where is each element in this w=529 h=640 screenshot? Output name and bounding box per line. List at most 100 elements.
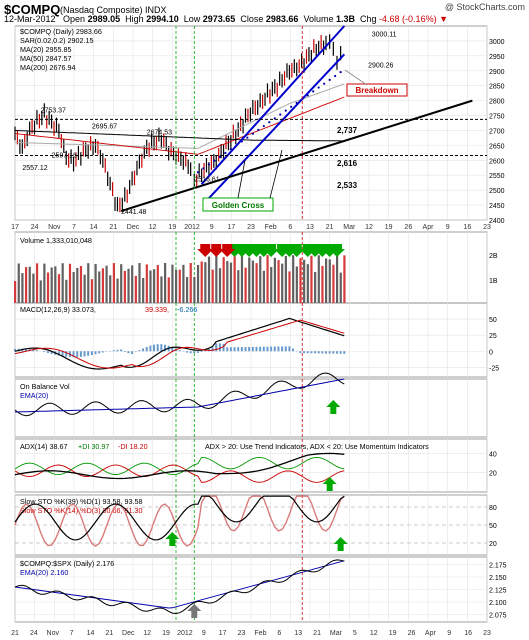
macd-hist-bar [145, 346, 148, 352]
adx-line [14, 452, 345, 480]
xaxis-top-label: 23 [483, 224, 491, 231]
xaxis-top-label: 2012 [184, 224, 200, 231]
obv-ema-line [14, 378, 345, 413]
macd-hist-bar [65, 351, 68, 357]
xaxis-top-label: 14 [90, 224, 98, 231]
open-label: Open [63, 14, 86, 24]
volume-green-arrow [263, 244, 280, 257]
macd-hist-bar [32, 349, 35, 352]
sto-legend-2: Slow STO %K(14) %D(3) 80.66, 61.30 [20, 506, 143, 515]
macd-hist-bar [314, 351, 317, 354]
volume-bar [123, 270, 126, 303]
volume-bar [240, 255, 244, 303]
volume-bar [46, 272, 50, 303]
volume-bar [266, 255, 269, 303]
price-ytick-label: 2600 [489, 158, 505, 165]
macd-hist-bar [160, 344, 163, 352]
macd-hist-bar [281, 346, 284, 352]
high-label: High [125, 14, 144, 24]
xaxis-bottom-label: 23 [483, 630, 491, 637]
low-value: 2973.65 [202, 14, 236, 24]
macd-legend: MACD(12,26,9) 33.073, [20, 305, 96, 314]
volume-bar [149, 270, 152, 303]
volume-bar [61, 263, 64, 303]
xaxis-top-label: Dec [127, 224, 140, 231]
price-ytick-label: 3000 [489, 39, 505, 46]
volume-bar [138, 263, 141, 303]
price-legend-entry: MA(200) 2676.94 [20, 63, 76, 72]
macd-hist-bar [248, 346, 251, 352]
breakdown-label: Breakdown [355, 86, 398, 95]
golden-cross-pointer-2 [269, 149, 283, 199]
volume-green-arrow [328, 244, 345, 257]
macd-ytick-label: -25 [489, 365, 499, 372]
macd-hist-bar [273, 346, 276, 352]
xaxis-top-label: 21 [326, 224, 334, 231]
volume-bar [35, 263, 39, 303]
volume-bar [112, 263, 115, 303]
volume-bar [259, 256, 262, 303]
xaxis-top-label: 19 [385, 224, 393, 231]
macd-hist-bar [138, 350, 141, 352]
macd-hist-bar [259, 346, 262, 352]
xaxis-top-label: 17 [11, 224, 19, 231]
volume-bar [196, 264, 200, 303]
volume-red-arrow [208, 244, 225, 257]
macd-hist-bar [189, 351, 192, 354]
volume-bar [14, 281, 17, 303]
macd-ytick-label: 25 [489, 333, 497, 340]
volume-bar [76, 267, 79, 303]
xaxis-top-label: 13 [306, 224, 314, 231]
sar-dot [207, 163, 211, 166]
golden-cross-label: Golden Cross [212, 201, 265, 210]
volume-bar [288, 271, 291, 303]
macd-hist-bar [244, 347, 247, 352]
ratio-ytick-label: 2.125 [489, 588, 507, 595]
macd-hist-bar [35, 350, 38, 352]
volume-bar [94, 263, 97, 303]
macd-hist-bar [76, 351, 79, 358]
volume-bar [277, 260, 280, 303]
volume-bar [87, 263, 90, 303]
ratio-legend-ema: EMA(20) 2.160 [20, 568, 68, 577]
volume-bar [185, 277, 189, 303]
volume-bar [292, 255, 295, 303]
sto-ytick-label: 80 [489, 505, 497, 512]
volume-label: Volume [303, 14, 334, 24]
macd-hist-bar [142, 348, 145, 352]
obv-green-arrow [326, 400, 341, 414]
macd-hist-bar [98, 351, 101, 354]
adx-green-arrow [322, 477, 337, 491]
macd-hist-bar [233, 347, 236, 352]
volume-bar [134, 275, 137, 303]
macd-hist-bar [127, 351, 130, 354]
macd-hist-bar [153, 344, 156, 352]
adx-note: ADX > 20: Use Trend Indicators, ADX < 20… [205, 442, 429, 451]
obv-line [14, 372, 345, 417]
xaxis-bottom-label: Dec [122, 630, 135, 637]
macd-hist-bar [325, 351, 328, 354]
sar-dot [224, 151, 227, 155]
price-legend-entry: $COMPQ (Daily) 2983.66 [20, 27, 102, 36]
xaxis-bottom-label: 21 [106, 630, 114, 637]
volume-bar [131, 265, 134, 303]
volume-bar [57, 274, 61, 303]
volume-bar [164, 263, 167, 303]
volume-bar [142, 277, 145, 303]
macd-hist-bar [120, 349, 123, 352]
volume-red-arrow [197, 244, 214, 257]
macd-hist-bar [196, 351, 199, 353]
volume-bar [21, 273, 24, 303]
volume-bar [90, 279, 94, 303]
level-label: 2,737 [337, 126, 358, 135]
macd-hist-bar [211, 347, 214, 352]
macd-hist-bar [317, 351, 320, 354]
macd-hist-bar [218, 343, 221, 352]
sto-ytick-label: 20 [489, 541, 497, 548]
price-legend-entry: SAR(0.02,0.2) 2902.15 [20, 36, 94, 45]
volume-bar [178, 269, 181, 303]
macd-hist-bar [215, 343, 218, 352]
volume-bar [200, 261, 203, 303]
volume-bar [237, 270, 240, 303]
